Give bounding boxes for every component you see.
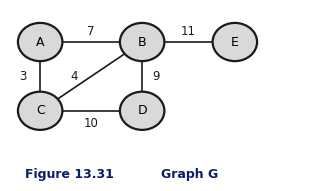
Text: B: B xyxy=(138,36,146,49)
Ellipse shape xyxy=(213,23,257,61)
Text: 7: 7 xyxy=(87,25,95,38)
Text: 10: 10 xyxy=(84,117,99,130)
Text: C: C xyxy=(36,104,44,117)
Text: 4: 4 xyxy=(70,70,78,83)
Text: Figure 13.31: Figure 13.31 xyxy=(25,168,114,181)
Ellipse shape xyxy=(18,92,62,130)
Ellipse shape xyxy=(120,23,164,61)
Text: 11: 11 xyxy=(181,25,196,38)
Ellipse shape xyxy=(120,92,164,130)
Text: E: E xyxy=(231,36,239,49)
Text: Graph G: Graph G xyxy=(161,168,218,181)
Ellipse shape xyxy=(18,23,62,61)
Text: A: A xyxy=(36,36,44,49)
Text: 9: 9 xyxy=(152,70,160,83)
Text: 3: 3 xyxy=(19,70,27,83)
Text: D: D xyxy=(137,104,147,117)
